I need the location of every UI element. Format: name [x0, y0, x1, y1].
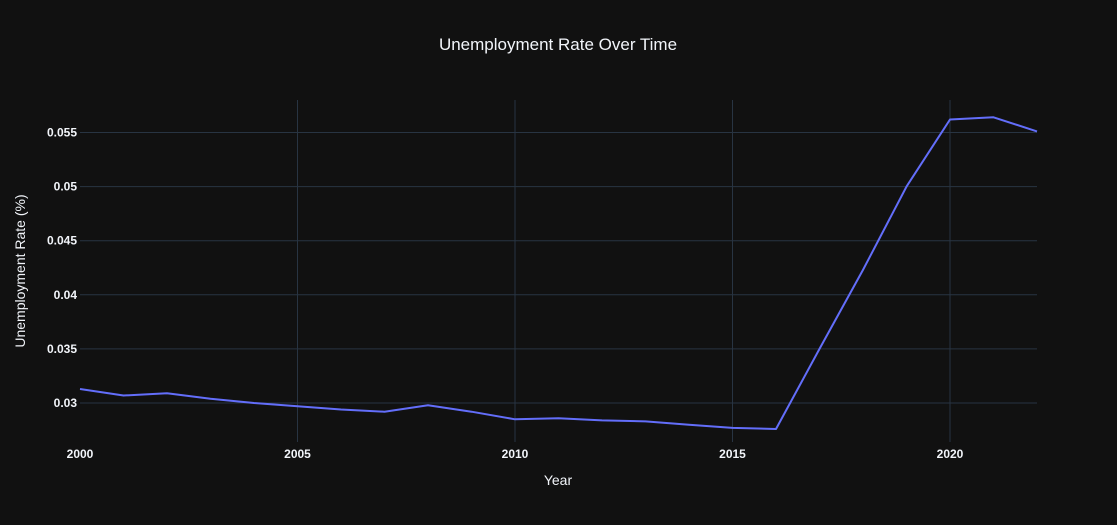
- series-layer: [79, 116, 1038, 430]
- x-tick-label: 2005: [284, 447, 311, 461]
- y-axis-title: Unemployment Rate (%): [12, 194, 28, 347]
- series-line: [79, 116, 1038, 430]
- x-axis-title: Year: [544, 472, 573, 488]
- x-tick-label: 2000: [67, 447, 94, 461]
- y-tick-label: 0.03: [54, 396, 78, 410]
- y-tick-label: 0.045: [47, 234, 77, 248]
- y-tick-label: 0.05: [54, 180, 78, 194]
- x-tick-label: 2010: [502, 447, 529, 461]
- x-tick-label: 2015: [719, 447, 746, 461]
- y-tick-label: 0.055: [47, 125, 77, 139]
- x-gridlines: [297, 100, 951, 442]
- y-gridlines: [80, 131, 1037, 404]
- y-tick-label: 0.04: [54, 288, 78, 302]
- x-tick-label: 2020: [937, 447, 964, 461]
- chart-title: Unemployment Rate Over Time: [439, 35, 677, 54]
- x-tick-labels: 2000 2005 2010 2015 2020: [67, 447, 964, 461]
- y-tick-labels: 0.03 0.035 0.04 0.045 0.05 0.055: [47, 125, 77, 410]
- y-tick-label: 0.035: [47, 342, 77, 356]
